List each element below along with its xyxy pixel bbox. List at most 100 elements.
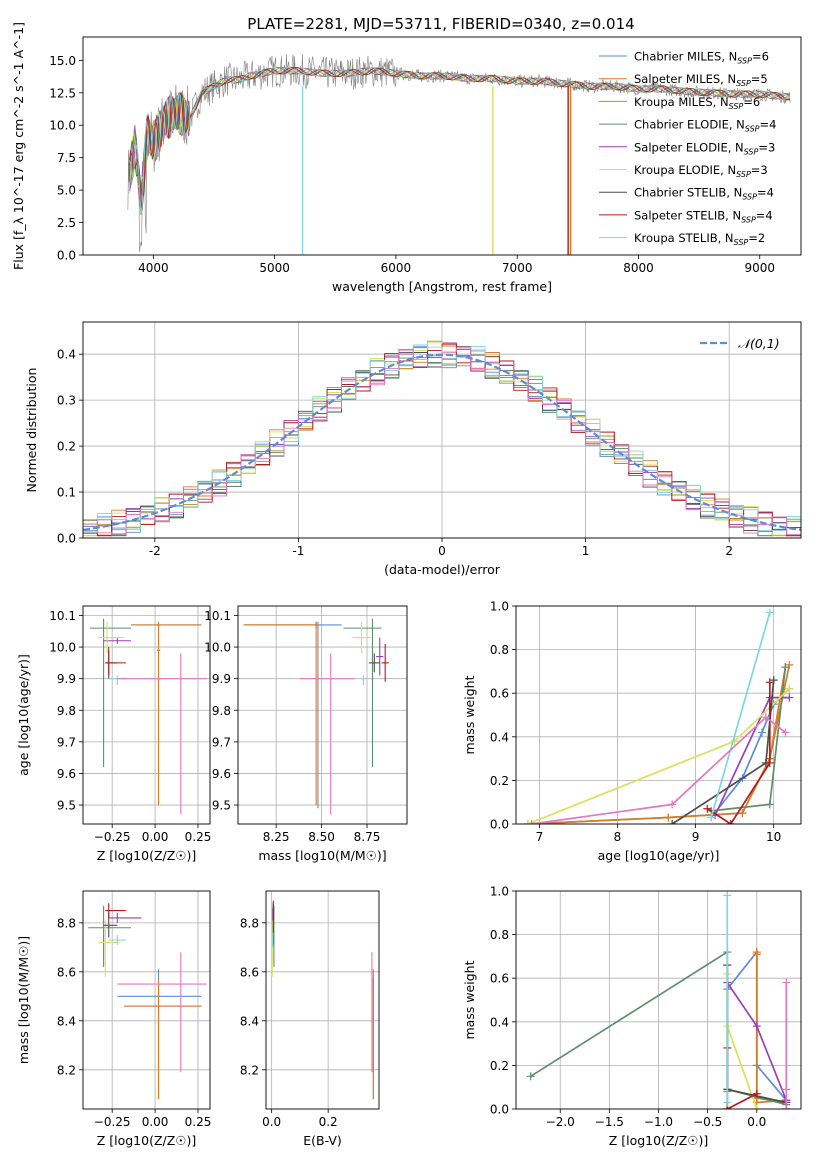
series-line — [527, 664, 791, 824]
plus-marker — [765, 758, 774, 767]
x-tick-label: −2.0 — [546, 1115, 575, 1129]
legend-label-kroupa-miles: Kroupa MILES, NSSP=6 — [634, 95, 760, 111]
y-tick-label: 10.0 — [49, 119, 76, 133]
y-tick-label: 10.1 — [204, 609, 231, 623]
x-tick-label: 4000 — [138, 261, 169, 275]
legend-label-sub: SSP — [744, 147, 759, 156]
gaussian-curve — [83, 353, 801, 531]
x-axis-label: Z [log10(Z/Z☉)] — [97, 848, 197, 863]
legend-label-chabrier-stelib: Chabrier STELIB, NSSP=4 — [634, 186, 774, 202]
axes-frame — [515, 890, 802, 1110]
x-tick-label: -1 — [292, 544, 304, 558]
x-tick-label: 0.25 — [185, 1115, 212, 1129]
x-axis-label: Z [log10(Z/Z☉)] — [609, 1133, 709, 1148]
legend-label-main: Kroupa MILES, N — [634, 95, 729, 109]
plus-marker — [782, 978, 791, 987]
errorbar-point — [299, 653, 355, 815]
plus-marker — [723, 891, 732, 900]
histogram-steps — [83, 347, 801, 536]
legend-label-sub: SSP — [729, 102, 744, 111]
series-line — [726, 973, 758, 1109]
x-tick-label: 6000 — [381, 261, 412, 275]
legend-label-tail: =4 — [756, 208, 773, 222]
legend-label-main: Salpeter MILES, N — [634, 72, 736, 86]
y-tick-label: 1.0 — [490, 885, 509, 899]
legend-label-sub: SSP — [741, 215, 756, 224]
x-tick-label: 2 — [725, 544, 733, 558]
y-tick-label: 9.9 — [57, 672, 76, 686]
errorbar-point — [361, 675, 366, 685]
errorbar-point — [108, 913, 142, 923]
plus-marker — [723, 1098, 732, 1107]
legend-label-sub: SSP — [742, 193, 757, 202]
x-tick-label: 7 — [536, 830, 544, 844]
y-tick-label: 9.8 — [212, 704, 231, 718]
errorbar-point — [103, 637, 132, 644]
errorbar-point — [343, 618, 382, 768]
plus-marker — [781, 663, 790, 672]
plus-marker — [782, 1085, 791, 1094]
errorbar-point — [376, 637, 384, 676]
series-line — [710, 612, 771, 818]
errorbar-point — [89, 618, 132, 768]
legend-label-tail: =5 — [751, 72, 768, 86]
y-tick-label: 7.5 — [57, 151, 76, 165]
y-tick-label: 8.8 — [57, 916, 76, 930]
plus-marker — [785, 660, 794, 669]
axes-frame — [82, 605, 211, 825]
errorbar-point — [131, 621, 202, 629]
x-tick-label: 8000 — [623, 261, 654, 275]
plus-marker — [752, 1022, 761, 1031]
x-tick-label: 8 — [614, 830, 622, 844]
y-tick-label: 12.5 — [49, 86, 76, 100]
legend-label-kroupa-elodie: Kroupa ELODIE, NSSP=3 — [634, 163, 768, 179]
legend-label-sub: SSP — [736, 79, 751, 88]
panel-mass-vs-EBV: 0.0 0.2 8.2 8.4 8.6 8.8 E(B-V) — [240, 890, 380, 1148]
plus-marker — [769, 676, 778, 685]
series-line — [755, 954, 787, 1104]
y-tick-label: 10.0 — [204, 641, 231, 655]
errorbar-point — [108, 675, 126, 685]
y-tick-label: 0.6 — [490, 687, 509, 701]
y-axis-label: age [log10(age/yr)] — [16, 654, 31, 776]
legend-label-tail: =4 — [760, 118, 777, 132]
y-tick-label: 5.0 — [57, 184, 76, 198]
legend-label-main: Chabrier ELODIE, N — [634, 118, 745, 132]
legend-label-tail: =6 — [752, 50, 769, 64]
x-tick-label: −0.25 — [94, 1115, 131, 1129]
y-tick-label: 0.6 — [490, 972, 509, 986]
panel-mass-vs-Z: −0.25 0.00 0.25 8.2 8.4 8.6 8.8 Z [log10(Z/Z☉)]… — [16, 890, 212, 1148]
legend-label-sub: SSP — [737, 57, 752, 66]
x-tick-label: 8.25 — [263, 830, 290, 844]
errorbar-point — [243, 621, 318, 629]
legend-label-tail: =6 — [743, 95, 760, 109]
panel-massweight-vs-Z: −2.0 −1.5 −1.0 −0.5 0.0 0.0 0.2 0.4 0.6 0.8 1.0 Z [… — [462, 885, 802, 1148]
y-tick-label: 8.2 — [57, 1063, 76, 1077]
x-tick-label: 10 — [766, 830, 781, 844]
y-tick-label: 8.2 — [240, 1063, 259, 1077]
plot-area — [271, 900, 374, 1100]
legend-label-salpeter-stelib: Salpeter STELIB, NSSP=4 — [634, 208, 773, 224]
x-tick-label: 5000 — [259, 261, 290, 275]
y-tick-label: 0.1 — [57, 486, 76, 500]
y-tick-label: 9.5 — [212, 799, 231, 813]
x-tick-label: 9000 — [744, 261, 775, 275]
x-tick-label: −1.0 — [644, 1115, 673, 1129]
plot-area — [88, 903, 207, 1100]
x-axis-label: age [log10(age/yr)] — [598, 848, 720, 863]
x-tick-label: 9 — [692, 830, 700, 844]
errorbar-point — [124, 979, 202, 1100]
plus-marker — [765, 678, 774, 687]
legend-label-salpeter-elodie: Salpeter ELODIE, NSSP=3 — [634, 140, 775, 156]
y-tick-label: 0.2 — [57, 440, 76, 454]
errorbar-point — [243, 621, 318, 806]
y-tick-label: 8.8 — [240, 916, 259, 930]
panel-age-vs-mass: 8.25 8.50 8.75 9.5 9.6 9.7 9.8 9.9 10.0 10.1 mass … — [204, 605, 408, 863]
y-tick-label: 9.9 — [212, 672, 231, 686]
axes-frame — [237, 605, 408, 825]
model-line-kroupa-stelib — [128, 67, 791, 214]
y-axis-label: mass [log10(M/M☉)] — [16, 936, 31, 1064]
panel-residuals: -2 -1 0 1 2 0.0 0.1 0.2 0.3 0.4 (data-model)/error… — [24, 321, 802, 577]
x-tick-label: 8.50 — [308, 830, 335, 844]
